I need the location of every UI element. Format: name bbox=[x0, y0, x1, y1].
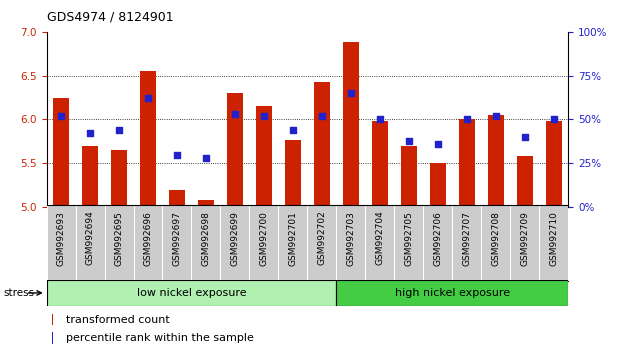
Text: GSM992699: GSM992699 bbox=[230, 211, 240, 266]
Bar bbox=[140, 71, 156, 207]
Bar bbox=[517, 156, 533, 207]
Bar bbox=[111, 150, 127, 207]
Bar bbox=[337, 280, 568, 306]
Text: GSM992697: GSM992697 bbox=[173, 211, 181, 266]
Bar bbox=[372, 121, 388, 207]
Point bbox=[520, 134, 530, 140]
Text: GSM992696: GSM992696 bbox=[143, 211, 153, 266]
Text: high nickel exposure: high nickel exposure bbox=[395, 288, 510, 298]
Text: stress: stress bbox=[3, 288, 34, 298]
Point bbox=[230, 112, 240, 117]
Text: GSM992703: GSM992703 bbox=[347, 211, 355, 266]
Point bbox=[404, 138, 414, 143]
Bar bbox=[169, 189, 185, 207]
Text: GSM992693: GSM992693 bbox=[57, 211, 66, 266]
Text: GSM992708: GSM992708 bbox=[491, 211, 501, 266]
Point bbox=[143, 96, 153, 101]
Bar bbox=[546, 121, 561, 207]
Text: GSM992704: GSM992704 bbox=[375, 211, 384, 266]
Bar bbox=[430, 163, 446, 207]
Text: GSM992710: GSM992710 bbox=[549, 211, 558, 266]
Bar bbox=[487, 115, 504, 207]
Point bbox=[491, 113, 501, 119]
Text: GSM992701: GSM992701 bbox=[288, 211, 297, 266]
Text: GSM992702: GSM992702 bbox=[317, 211, 327, 266]
Point bbox=[317, 113, 327, 119]
Point bbox=[259, 113, 269, 119]
Point bbox=[346, 90, 356, 96]
Text: transformed count: transformed count bbox=[66, 315, 170, 325]
Bar bbox=[459, 119, 474, 207]
Bar bbox=[314, 82, 330, 207]
Text: percentile rank within the sample: percentile rank within the sample bbox=[66, 333, 254, 343]
Bar bbox=[227, 93, 243, 207]
Bar bbox=[47, 280, 337, 306]
Bar bbox=[401, 146, 417, 207]
Text: GSM992709: GSM992709 bbox=[520, 211, 529, 266]
Point bbox=[56, 113, 66, 119]
Bar bbox=[285, 139, 301, 207]
Point bbox=[172, 152, 182, 157]
Point bbox=[85, 131, 95, 136]
Text: GSM992700: GSM992700 bbox=[260, 211, 268, 266]
Text: GSM992706: GSM992706 bbox=[433, 211, 442, 266]
Text: GSM992694: GSM992694 bbox=[86, 211, 94, 266]
Bar bbox=[52, 332, 53, 344]
Text: GSM992695: GSM992695 bbox=[114, 211, 124, 266]
Text: low nickel exposure: low nickel exposure bbox=[137, 288, 247, 298]
Bar bbox=[82, 146, 98, 207]
Bar bbox=[198, 200, 214, 207]
Text: GSM992698: GSM992698 bbox=[201, 211, 211, 266]
Point bbox=[288, 127, 298, 133]
Bar bbox=[52, 314, 53, 325]
Point bbox=[114, 127, 124, 133]
Point bbox=[462, 117, 472, 122]
Text: GSM992705: GSM992705 bbox=[404, 211, 414, 266]
Bar bbox=[256, 106, 272, 207]
Point bbox=[549, 117, 559, 122]
Bar bbox=[343, 42, 359, 207]
Point bbox=[201, 155, 211, 161]
Point bbox=[433, 141, 443, 147]
Point bbox=[375, 117, 385, 122]
Text: GSM992707: GSM992707 bbox=[462, 211, 471, 266]
Text: GDS4974 / 8124901: GDS4974 / 8124901 bbox=[47, 11, 173, 24]
Bar bbox=[53, 98, 69, 207]
